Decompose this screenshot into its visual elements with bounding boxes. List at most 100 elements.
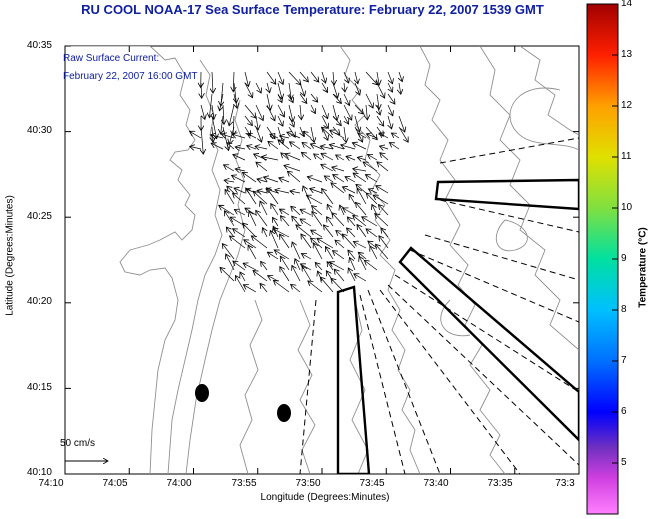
current-vector [377,104,380,115]
current-vector [267,82,270,93]
current-vector [358,133,367,138]
current-vector [350,258,356,271]
current-vector [378,205,389,216]
current-vector [346,156,356,160]
current-vector [333,251,345,260]
x-tick-label: 74:05 [102,478,128,489]
colorbar-tick-label: 11 [621,151,632,162]
current-vector [399,71,402,82]
current-vector [343,71,349,83]
current-vector [327,217,334,227]
current-vector [225,189,235,205]
current-vector [336,155,345,161]
current-vector [288,115,294,127]
current-vector [260,283,268,293]
current-vector [300,104,301,120]
current-vector [292,242,301,260]
current-vector [302,143,312,150]
current-vector [312,206,323,216]
current-vector [227,143,235,150]
current-vector [357,225,367,238]
current-vector [321,153,334,161]
y-tick-label: 40:35 [26,40,52,51]
current-vector [235,169,246,171]
current-vector [388,115,392,129]
current-vector [387,93,395,104]
current-vector [221,115,223,134]
current-vector [299,71,308,82]
current-vector [270,134,279,138]
current-vector [244,240,257,249]
current-vector [278,93,282,103]
current-vector [352,143,367,150]
current-vector [322,189,334,205]
current-vector [380,153,389,161]
x-tick-label: 73:3 [555,478,575,489]
current-vector [332,213,345,227]
glider-track-polygons [336,178,579,474]
current-vector [255,126,262,142]
current-vector [311,126,314,142]
current-vector [354,274,367,282]
current-vector [362,217,378,227]
current-vector [284,165,301,172]
current-vector [243,223,257,238]
current-vector [277,71,283,84]
current-vector [310,71,319,82]
current-vector [290,142,301,150]
current-vector [190,131,202,139]
current-vector [306,195,323,205]
current-vector [366,193,378,205]
current-vector [324,225,334,238]
current-vectors [190,71,409,293]
current-vector [363,162,378,172]
current-vector [343,93,350,106]
current-vector [256,210,268,227]
current-vector [324,176,334,183]
x-tick-label: 74:00 [166,478,192,489]
current-vector [227,186,235,194]
current-vector [299,93,307,104]
current-vector [343,208,356,216]
current-vector [226,254,235,271]
current-vector [275,190,290,193]
current-vector [347,217,356,227]
current-vector [335,240,345,249]
current-vector [234,188,246,194]
current-vector [308,281,323,293]
current-vector [332,82,338,98]
current-vector [321,104,328,119]
current-vector [299,82,305,96]
current-vector [224,211,235,227]
current-vector [343,104,352,120]
current-vector [373,195,389,205]
current-vector [330,130,345,139]
radar-sector-lines [299,137,579,474]
current-vector [334,269,345,282]
current-vector [261,261,268,271]
colorbar-tick-label: 5 [621,457,627,468]
current-vector [273,217,279,227]
current-vector [366,104,367,120]
y-tick-label: 40:25 [26,211,52,222]
current-vector [235,147,246,149]
current-vector [266,104,275,121]
current-vector [267,252,279,260]
current-vector [247,134,257,138]
current-vector [398,126,408,142]
current-vector [365,93,373,108]
current-vector [366,134,378,138]
colorbar-ticks [612,3,618,515]
current-vector [201,126,203,154]
current-vector [379,133,389,139]
current-vector [291,206,301,216]
current-vector [242,172,257,183]
current-vector [376,115,384,126]
current-vector [347,228,356,238]
current-vector [220,267,235,282]
current-vector [342,187,356,194]
current-vector [307,177,323,183]
current-vector [226,227,235,238]
current-vector [341,145,356,150]
